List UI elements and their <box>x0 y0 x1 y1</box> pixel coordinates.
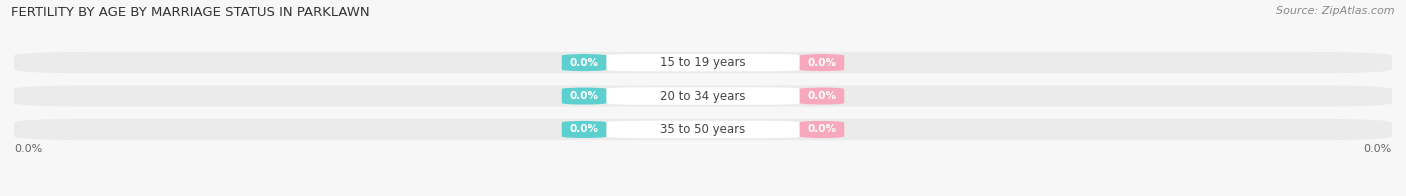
Text: 0.0%: 0.0% <box>14 144 42 154</box>
Text: 20 to 34 years: 20 to 34 years <box>661 90 745 103</box>
Text: 0.0%: 0.0% <box>807 91 837 101</box>
FancyBboxPatch shape <box>606 121 800 138</box>
Text: 0.0%: 0.0% <box>569 58 599 68</box>
FancyBboxPatch shape <box>14 85 1392 107</box>
Text: 0.0%: 0.0% <box>807 124 837 134</box>
FancyBboxPatch shape <box>562 87 606 105</box>
FancyBboxPatch shape <box>800 54 844 71</box>
FancyBboxPatch shape <box>606 54 800 71</box>
FancyBboxPatch shape <box>800 87 844 105</box>
FancyBboxPatch shape <box>562 121 606 138</box>
Text: 0.0%: 0.0% <box>1364 144 1392 154</box>
Text: 0.0%: 0.0% <box>807 58 837 68</box>
Text: 0.0%: 0.0% <box>569 91 599 101</box>
Text: 35 to 50 years: 35 to 50 years <box>661 123 745 136</box>
FancyBboxPatch shape <box>800 121 844 138</box>
FancyBboxPatch shape <box>606 87 800 105</box>
Text: Source: ZipAtlas.com: Source: ZipAtlas.com <box>1277 6 1395 16</box>
Legend: Married, Unmarried: Married, Unmarried <box>619 194 787 196</box>
FancyBboxPatch shape <box>562 54 606 71</box>
Text: FERTILITY BY AGE BY MARRIAGE STATUS IN PARKLAWN: FERTILITY BY AGE BY MARRIAGE STATUS IN P… <box>11 6 370 19</box>
Text: 15 to 19 years: 15 to 19 years <box>661 56 745 69</box>
FancyBboxPatch shape <box>14 119 1392 140</box>
Text: 0.0%: 0.0% <box>569 124 599 134</box>
FancyBboxPatch shape <box>14 52 1392 73</box>
